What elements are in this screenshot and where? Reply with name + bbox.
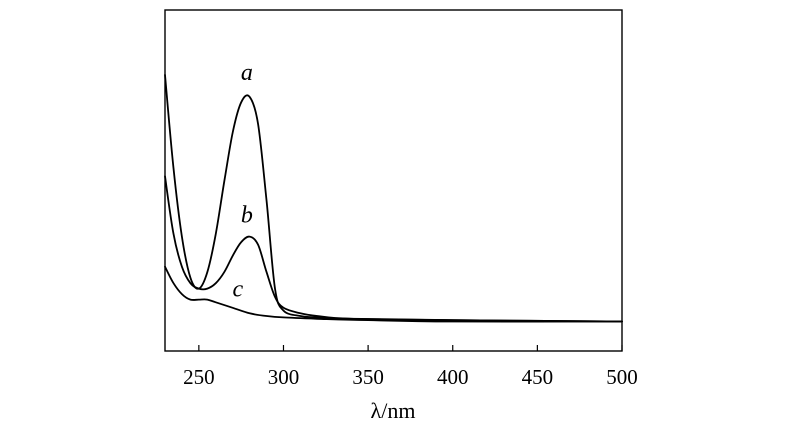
x-axis-tick-labels: 250 300 350 400 450 500: [183, 365, 638, 389]
curve-label-a: a: [241, 60, 253, 86]
x-tick-label-300: 300: [268, 365, 300, 389]
x-tick-label-500: 500: [606, 365, 638, 389]
x-tick-label-350: 350: [352, 365, 384, 389]
curve-label-c: c: [232, 277, 243, 303]
x-tick-label-450: 450: [522, 365, 554, 389]
curve-labels: a b c: [232, 60, 252, 302]
spectrum-curves: [164, 74, 623, 323]
x-tick-label-250: 250: [183, 365, 215, 389]
x-axis-label: λ/nm: [371, 398, 416, 423]
curve-label-b: b: [241, 203, 253, 229]
series-line-b: [164, 175, 623, 323]
series-line-c: [164, 265, 623, 323]
x-axis-ticks: [198, 345, 623, 351]
x-tick-label-400: 400: [437, 365, 469, 389]
